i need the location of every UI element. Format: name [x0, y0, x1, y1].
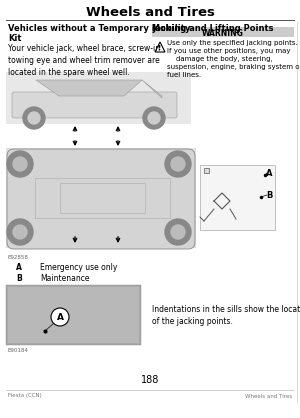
Circle shape: [7, 151, 33, 177]
Text: Maintenance: Maintenance: [40, 274, 89, 283]
Circle shape: [171, 157, 185, 171]
Circle shape: [13, 157, 27, 171]
Bar: [6, 72, 191, 124]
Bar: [8, 287, 139, 343]
Circle shape: [28, 112, 40, 124]
Polygon shape: [142, 80, 162, 98]
Circle shape: [23, 107, 45, 129]
FancyBboxPatch shape: [7, 149, 195, 249]
Text: A: A: [56, 313, 64, 321]
Circle shape: [143, 107, 165, 129]
Bar: [60, 183, 145, 213]
Circle shape: [165, 219, 191, 245]
Text: A: A: [266, 168, 272, 178]
Text: Wheels and Tires: Wheels and Tires: [245, 393, 292, 398]
Text: Your vehicle jack, wheel brace, screw-in
towing eye and wheel trim remover are
l: Your vehicle jack, wheel brace, screw-in…: [8, 44, 160, 76]
Text: Use only the specified jacking points.
If you use other positions, you may
    d: Use only the specified jacking points. I…: [167, 40, 300, 78]
Text: Fiesta (CCN): Fiesta (CCN): [8, 393, 42, 398]
Bar: [204, 168, 209, 173]
Circle shape: [13, 225, 27, 239]
Circle shape: [148, 112, 160, 124]
Text: !: !: [158, 45, 162, 51]
Text: B: B: [266, 191, 272, 199]
Bar: [152, 27, 294, 37]
Text: Vehicles without a Temporary Mobility
Kit: Vehicles without a Temporary Mobility Ki…: [8, 24, 190, 43]
Text: WARNING: WARNING: [202, 28, 244, 38]
Polygon shape: [36, 80, 142, 96]
Circle shape: [171, 225, 185, 239]
Circle shape: [165, 151, 191, 177]
Bar: [6, 148, 196, 248]
Text: Wheels and Tires: Wheels and Tires: [85, 7, 214, 20]
Text: Indentations in the sills show the location
of the jacking points.: Indentations in the sills show the locat…: [152, 305, 300, 326]
Text: 188: 188: [141, 375, 159, 385]
Bar: [200, 165, 275, 230]
Text: E90184: E90184: [7, 348, 28, 353]
Text: E92858: E92858: [7, 255, 28, 260]
Text: B: B: [16, 274, 22, 283]
Circle shape: [7, 219, 33, 245]
Text: Emergency use only: Emergency use only: [40, 263, 117, 272]
Circle shape: [51, 308, 69, 326]
Text: A: A: [16, 263, 22, 272]
Text: Jacking and Lifting Points: Jacking and Lifting Points: [152, 24, 274, 33]
FancyBboxPatch shape: [12, 92, 177, 118]
Bar: [6, 285, 141, 345]
